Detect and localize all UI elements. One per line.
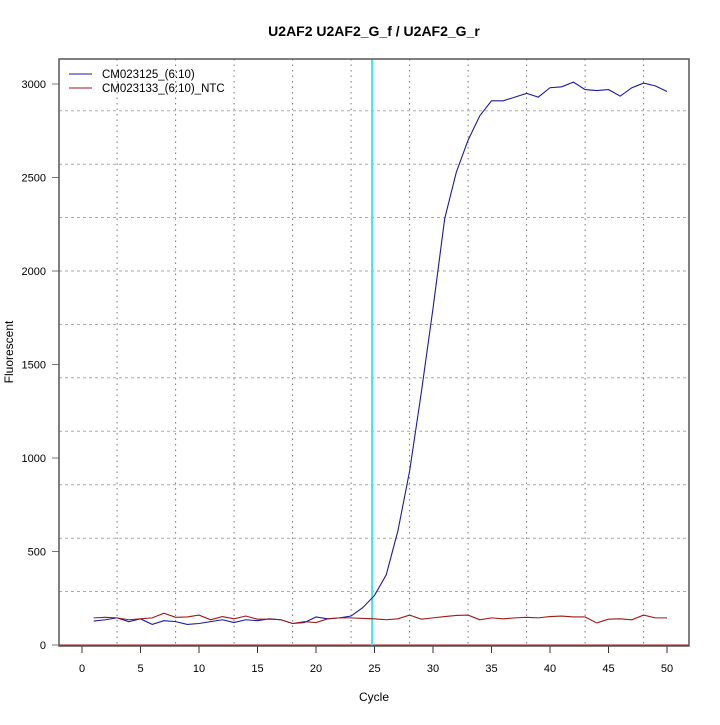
x-tick-label: 30 (427, 663, 439, 675)
x-tick-label: 10 (193, 663, 205, 675)
y-tick-label: 1500 (22, 360, 46, 372)
x-tick-label: 45 (602, 663, 614, 675)
legend-label: CM023133_(6:10)_NTC (102, 83, 225, 95)
x-tick-label: 50 (661, 663, 673, 675)
x-tick-label: 15 (251, 663, 263, 675)
y-tick-label: 3000 (22, 79, 46, 91)
y-tick-label: 1000 (22, 453, 46, 465)
y-tick-label: 2500 (22, 173, 46, 185)
y-tick-label: 500 (28, 547, 46, 559)
legend: CM023125_(6:10) CM023133_(6:10)_NTC (69, 69, 225, 95)
series-lines (59, 59, 689, 646)
x-tick-label: 0 (79, 663, 85, 675)
x-tick-label: 35 (485, 663, 497, 675)
chart-title: U2AF2 U2AF2_G_f / U2AF2_G_r (268, 23, 480, 39)
gridlines (59, 59, 689, 646)
x-tick-label: 20 (310, 663, 322, 675)
plot-frame (58, 58, 690, 647)
series-line-2 (93, 612, 667, 625)
series-line-1 (93, 81, 668, 626)
y-tick-label: 2000 (22, 266, 46, 278)
legend-label: CM023125_(6:10) (102, 69, 195, 81)
y-axis-label: Fluorescent (2, 320, 16, 383)
x-tick-label: 40 (544, 663, 556, 675)
axis-ticks: 0 5 10 15 20 25 30 35 40 45 5005001000150020002500… (22, 79, 674, 675)
x-tick-label: 25 (368, 663, 380, 675)
y-tick-label: 0 (40, 640, 46, 652)
x-tick-label: 5 (137, 663, 143, 675)
x-axis-label: Cycle (359, 690, 389, 704)
